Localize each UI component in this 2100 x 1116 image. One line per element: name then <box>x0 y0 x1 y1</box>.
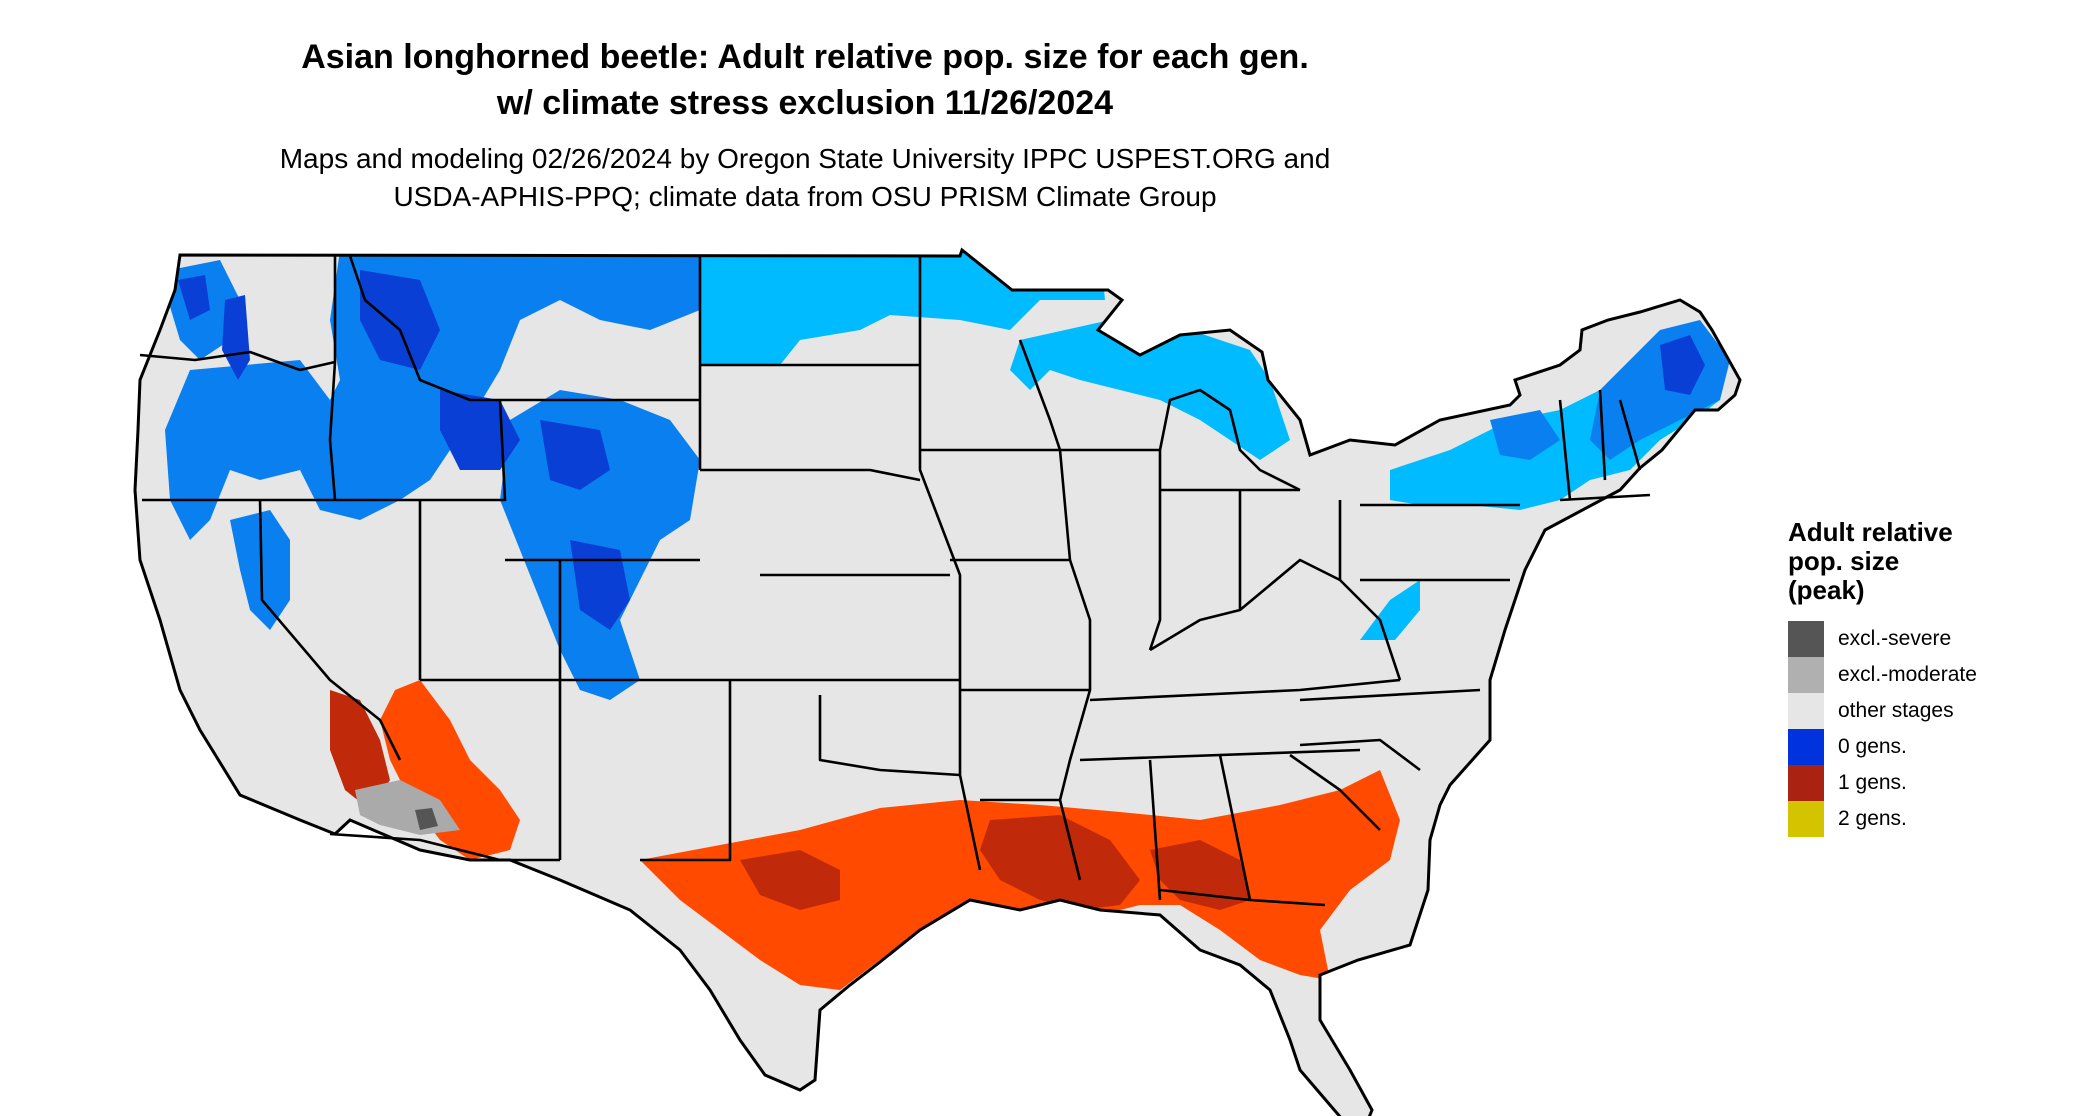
legend-item-1-gens: 1 gens. <box>1788 765 1977 801</box>
warm-region-texas-east <box>740 850 840 910</box>
legend-item-excl-severe: excl.-severe <box>1788 621 1977 657</box>
legend-swatch-excl-moderate <box>1788 657 1824 693</box>
border-wv-va <box>1339 579 1402 681</box>
map-title-line-1: Asian longhorned beetle: Adult relative … <box>301 38 1309 76</box>
border-fl-north <box>1159 888 1326 907</box>
cold-region-olympics <box>178 275 210 320</box>
excl-severe-desert <box>415 808 438 830</box>
map-subtitle-line-1: Maps and modeling 02/26/2024 by Oregon S… <box>279 143 1331 174</box>
border-ny-vt <box>1558 399 1572 501</box>
title-block: Asian longhorned beetle: Adult relative … <box>0 34 1610 216</box>
legend-item-other-stages: other stages <box>1788 693 1977 729</box>
border-michigan-peninsula <box>1158 388 1301 492</box>
warm-region-colorado-river <box>330 690 390 810</box>
border-nh-me <box>1618 399 1642 471</box>
border-az-nm-south <box>329 832 560 862</box>
legend-label-2-gens: 2 gens. <box>1838 807 1907 830</box>
border-id-wy <box>420 399 507 502</box>
legend-label-excl-moderate: excl.-moderate <box>1838 663 1977 686</box>
map-title-line-2: w/ climate stress exclusion 11/26/2024 <box>496 84 1114 122</box>
border-ok-tx <box>818 695 961 777</box>
legend-swatch-excl-severe <box>1788 621 1824 657</box>
cold-region-sierra <box>230 510 290 630</box>
legend-item-2-gens: 2 gens. <box>1788 801 1977 837</box>
border-id-west <box>328 256 337 501</box>
border-ms-al <box>1148 759 1162 901</box>
border-ma-south <box>1559 493 1651 502</box>
cold-region-appalachian <box>1360 580 1420 640</box>
border-ohio-river <box>1149 558 1341 652</box>
cold-region-wind-river <box>540 420 610 490</box>
legend-swatch-1-gens <box>1788 765 1824 801</box>
legend-label-excl-severe: excl.-severe <box>1838 627 1952 650</box>
border-wa-or <box>139 350 336 372</box>
border-ca-nv-diag <box>258 499 402 761</box>
state-borders <box>139 255 1651 907</box>
legend-title-line-3: (peak) <box>1788 575 1865 605</box>
legend-label-1-gens: 1 gens. <box>1838 771 1907 794</box>
legend-swatch-2-gens <box>1788 801 1824 837</box>
cold-region-pacific-northwest <box>165 260 330 540</box>
border-ga-sc <box>1289 753 1381 831</box>
legend-title-line-1: Adult relative <box>1788 517 1953 547</box>
legend: Adult relative pop. size (peak) excl.-se… <box>1788 518 1977 837</box>
border-nc-sc <box>1299 738 1421 772</box>
cold-region-maine <box>1660 335 1705 395</box>
legend-title-line-2: pop. size <box>1788 546 1900 576</box>
legend-label-0-gens: 0 gens. <box>1838 735 1907 758</box>
legend-item-excl-moderate: excl.-moderate <box>1788 657 1977 693</box>
border-sd-ne <box>700 468 921 482</box>
legend-swatch-0-gens <box>1788 729 1824 765</box>
cold-region-cascades <box>222 295 250 380</box>
map-subtitle-line-2: USDA-APHIS-PPQ; climate data from OSU PR… <box>393 181 1217 212</box>
border-va-nc <box>1299 688 1481 702</box>
border-il-in <box>1148 450 1162 651</box>
subtitle-block: Maps and modeling 02/26/2024 by Oregon S… <box>0 140 1610 216</box>
legend-swatch-other-stages <box>1788 693 1824 729</box>
warm-region-arizona <box>380 680 520 860</box>
legend-label-other-stages: other stages <box>1838 699 1954 722</box>
border-id-mt <box>348 255 500 402</box>
cold-region-colorado-peaks <box>570 540 630 630</box>
cold-region-adirondack <box>1490 410 1560 460</box>
border-al-ga <box>1218 754 1252 901</box>
border-ky-tn <box>1089 678 1401 702</box>
warm-region-lower-mississippi <box>980 815 1140 910</box>
cold-region-idaho-peaks <box>360 270 440 370</box>
border-vt-nh <box>1598 389 1607 481</box>
border-plains-east <box>918 256 982 871</box>
border-mississippi-river <box>1018 339 1092 881</box>
legend-title: Adult relative pop. size (peak) <box>1788 518 1977 605</box>
legend-item-0-gens: 0 gens. <box>1788 729 1977 765</box>
cold-region-great-lakes <box>1010 320 1290 460</box>
border-nm-tx <box>640 680 732 862</box>
